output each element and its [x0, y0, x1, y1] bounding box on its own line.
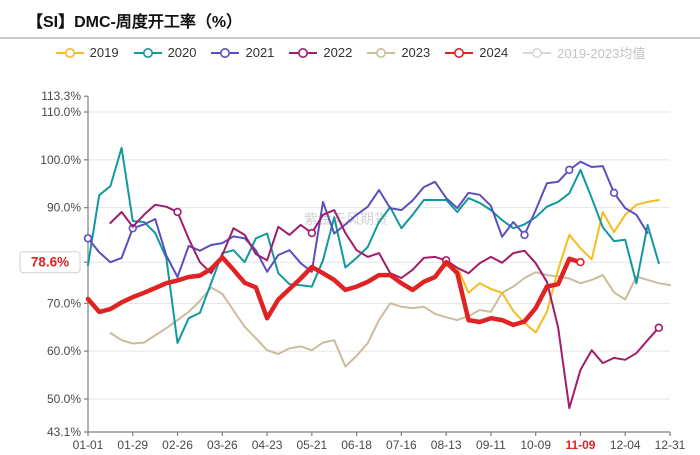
- x-tick-label: 01-29: [117, 438, 148, 452]
- x-tick-label: 12-04: [610, 438, 641, 452]
- x-tick-label-current: 11-09: [565, 438, 595, 452]
- series-2021-point-marker: [565, 165, 574, 175]
- title-divider: [0, 37, 700, 39]
- legend-item-label: 2024: [479, 45, 509, 60]
- y-tick-label: 113.3%: [41, 89, 81, 103]
- y-tick-label: 60.0%: [47, 344, 81, 358]
- x-tick-label: 07-16: [386, 438, 417, 452]
- legend-item-2024[interactable]: 2024: [444, 45, 508, 60]
- series-2021-point-marker: [128, 224, 137, 233]
- y-tick-label: 90.0%: [47, 201, 81, 215]
- series-2022-point-marker: [173, 207, 182, 217]
- x-tick-label: 10-09: [520, 438, 551, 452]
- series-2020-line: [87, 146, 660, 344]
- x-tick-label: 04-23: [252, 438, 283, 452]
- series-2022-point-marker: [307, 228, 317, 238]
- legend-item-2019[interactable]: 2019: [55, 45, 119, 60]
- legend-item-2021[interactable]: 2021: [210, 45, 274, 60]
- y-tick-label: 110.0%: [41, 105, 81, 119]
- legend-line-marker-icon: [55, 47, 84, 58]
- legend-line-marker-icon: [289, 47, 318, 58]
- current-value-label: 78.6%: [31, 255, 69, 270]
- x-tick-label: 09-11: [476, 438, 506, 452]
- gridlines: [88, 111, 670, 400]
- legend-item-2022[interactable]: 2022: [288, 45, 352, 60]
- series-2022-line: [109, 203, 660, 410]
- legend-line-marker-icon: [367, 47, 396, 58]
- legend-item-label: 2022: [323, 45, 353, 60]
- series-2019-line: [445, 199, 660, 334]
- x-tick-label: 03-26: [207, 438, 238, 452]
- series-2022-point-marker: [654, 323, 664, 332]
- legend-item-label: 2021: [245, 45, 275, 60]
- y-tick-label: 43.1%: [47, 425, 81, 439]
- axes: 113.3% 110.0% 100.0% 90.0% 70.0% 60.0% 50.0% 43…: [40, 89, 685, 452]
- legend: 2019 2020 2021 2022 2023 2024 2019-2023均值: [0, 43, 700, 62]
- y-tick-label: 100.0%: [40, 153, 81, 167]
- series-2021-line: [87, 160, 649, 278]
- x-tick-label: 08-13: [431, 438, 462, 452]
- legend-item-2020[interactable]: 2020: [133, 45, 197, 60]
- legend-item-label: 2019-2023均值: [557, 46, 646, 61]
- legend-line-marker-icon: [211, 47, 240, 58]
- legend-item-2023[interactable]: 2023: [366, 45, 430, 60]
- x-tick-label: 01-01: [73, 438, 104, 452]
- series-2024-line: [85, 255, 583, 328]
- series-2023-line: [109, 271, 671, 368]
- y-axis-current-value-badge: 78.6%: [19, 251, 81, 274]
- x-tick-label: 05-21: [296, 438, 327, 452]
- x-tick-label: 06-18: [341, 438, 372, 452]
- legend-line-marker-icon: [445, 47, 474, 58]
- legend-item-label: 2023: [401, 45, 431, 60]
- series-2021-point-marker: [83, 234, 93, 243]
- x-tick-label: 02-26: [162, 438, 193, 452]
- y-tick-label: 70.0%: [47, 296, 81, 310]
- series-2021-point-marker: [609, 188, 619, 198]
- chart-title: 【SI】DMC-周度开工率（%）: [27, 14, 243, 31]
- legend-item-label: 2020: [167, 45, 197, 60]
- x-tick-label: 12-31: [655, 438, 686, 452]
- legend-item-2019-2023-[interactable]: 2019-2023均值: [522, 43, 645, 62]
- legend-line-marker-icon: [133, 47, 162, 58]
- series-2024-point-marker: [576, 257, 585, 267]
- legend-line-marker-icon: [523, 47, 552, 58]
- series-2021-point-marker: [520, 230, 529, 240]
- y-tick-label: 50.0%: [47, 392, 81, 406]
- legend-item-label: 2019: [89, 45, 119, 60]
